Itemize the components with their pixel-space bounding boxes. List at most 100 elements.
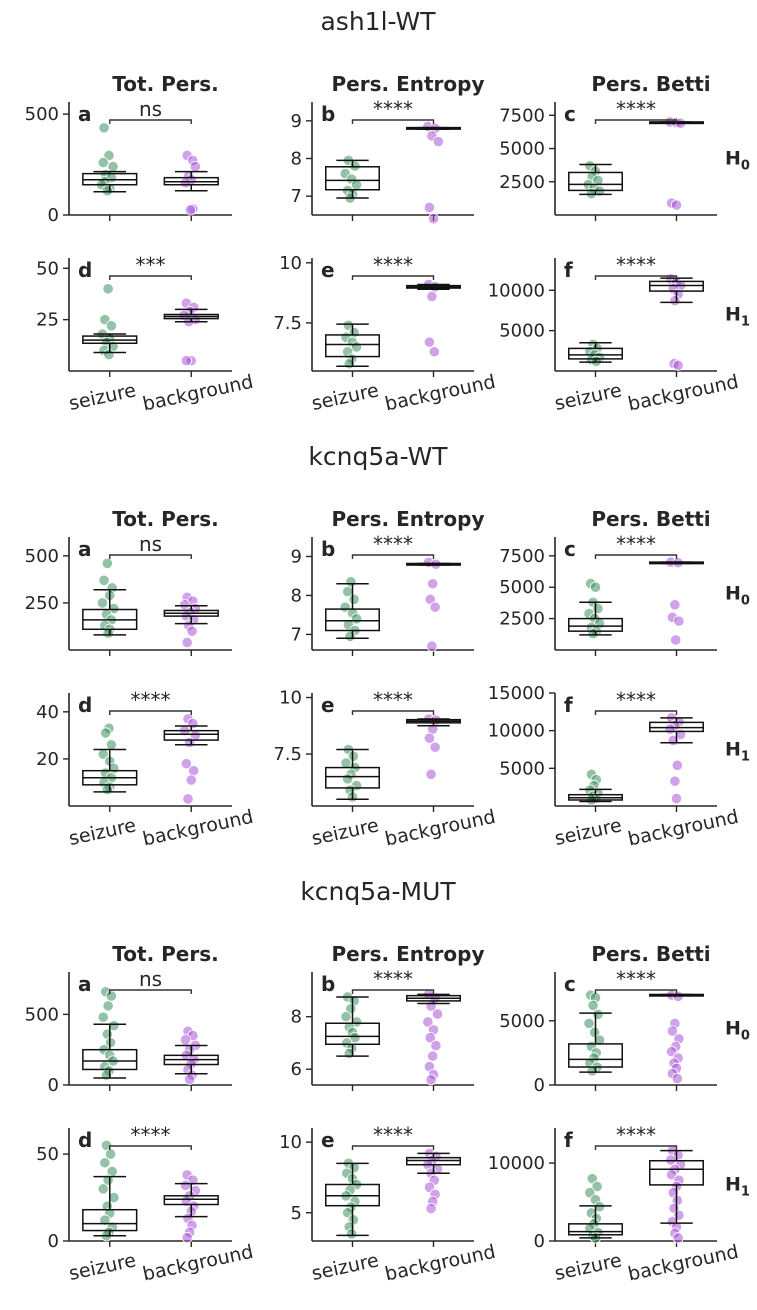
background-point	[431, 1008, 444, 1020]
background-point	[179, 177, 192, 189]
x-category-label: seizure	[553, 379, 624, 415]
significance-bracket	[351, 989, 435, 994]
significance-label: ***	[136, 253, 166, 277]
column-title: Pers. Betti	[591, 72, 710, 96]
y-tick-label: 8	[291, 149, 302, 170]
significance-bracket	[594, 119, 678, 124]
row-label: H0	[725, 1018, 750, 1044]
x-category-label: seizure	[553, 814, 624, 850]
y-tick-label: 7	[291, 186, 302, 207]
seizure-point	[102, 283, 114, 295]
panel-c: 2500 5000 7500 **** c	[499, 97, 717, 221]
column-title: Tot. Pers.	[112, 72, 218, 96]
significance-label: ****	[616, 97, 656, 121]
background-point	[423, 201, 436, 214]
row-label-sub: 1	[741, 315, 750, 330]
y-tick-label: 2500	[499, 609, 545, 630]
panel-e: 7.5 10 **** e seizure background	[273, 688, 497, 851]
significance-label: ****	[616, 532, 656, 556]
significance-bracket	[594, 554, 678, 559]
panel-d: 0 50 **** d seizure background	[36, 1123, 255, 1286]
seizure-point	[350, 179, 363, 191]
group-title: kcnq5a-MUT	[300, 877, 456, 906]
panel-e: 7.5 10 **** e seizure background	[273, 253, 497, 416]
y-tick-label: 10000	[488, 280, 545, 301]
significance-bracket	[109, 1145, 192, 1150]
seizure-point	[349, 1032, 361, 1044]
background-point	[670, 199, 683, 211]
background-point	[179, 1034, 192, 1046]
x-category-label: background	[626, 1241, 741, 1286]
significance-label: ****	[373, 967, 413, 991]
panel-a: 0 500 ns a	[25, 967, 232, 1096]
y-tick-label: 5000	[499, 139, 545, 160]
column-title: Tot. Pers.	[112, 942, 218, 966]
panel-letter: b	[321, 537, 335, 561]
seizure-point	[96, 597, 109, 609]
significance-bracket	[351, 275, 435, 280]
background-point	[423, 732, 436, 744]
x-category-label: background	[383, 371, 498, 416]
background-point	[427, 1050, 439, 1062]
seizure-point	[98, 574, 110, 586]
significance-label: ns	[139, 97, 162, 121]
panel-letter: a	[78, 972, 92, 996]
background-point	[180, 758, 192, 770]
significance-bracket	[109, 989, 192, 994]
background-point	[184, 204, 197, 216]
seizure-point	[108, 602, 120, 615]
y-tick-label: 7500	[499, 546, 545, 567]
panel-c: 2500 5000 7500 **** c	[499, 532, 717, 656]
background-point	[672, 1232, 684, 1244]
background-point	[672, 359, 684, 371]
y-tick-label: 500	[25, 104, 59, 125]
panel-letter: e	[321, 258, 335, 282]
group-ash1l-WT: ash1l-WT Tot. Pers. Pers. Entropy Pers. Bet…	[25, 7, 750, 416]
seizure-point	[348, 593, 360, 605]
x-category-label: background	[383, 1241, 498, 1286]
row-label-main: H	[725, 739, 741, 761]
y-tick-label: 50	[36, 258, 59, 279]
seizure-point	[97, 1183, 109, 1195]
row-label-sub: 0	[741, 1029, 750, 1044]
background-point	[188, 765, 200, 777]
seizure-point	[349, 160, 361, 172]
background-point	[428, 346, 440, 358]
y-tick-label: 10	[279, 1132, 302, 1153]
panel-a: 250 500 ns a	[25, 532, 232, 656]
column-title: Pers. Betti	[591, 507, 710, 531]
column-title: Pers. Entropy	[332, 72, 485, 96]
y-tick-label: 10	[279, 688, 302, 709]
y-tick-label: 40	[36, 702, 59, 723]
panel-f: 5000 10000 **** f seizure background	[488, 253, 741, 416]
y-tick-label: 7500	[499, 105, 545, 126]
background-point	[424, 1032, 436, 1044]
background-point	[664, 723, 676, 735]
seizure-box	[325, 1022, 380, 1046]
background-point	[425, 1074, 437, 1086]
group-kcnq5a-WT: kcnq5a-WT Tot. Pers. Pers. Entropy Pers. Be…	[25, 442, 750, 851]
seizure-point	[587, 999, 599, 1011]
y-tick-label: 10	[279, 253, 302, 274]
panel-letter: f	[564, 1128, 573, 1152]
row-label-main: H	[725, 148, 741, 170]
seizure-point	[108, 1191, 120, 1204]
significance-bracket	[351, 1145, 435, 1150]
y-tick-label: 0	[534, 1231, 545, 1252]
seizure-point	[347, 750, 359, 762]
background-point	[184, 1073, 196, 1085]
y-tick-label: 5	[291, 1203, 302, 1224]
panel-letter: f	[564, 693, 573, 717]
significance-bracket	[109, 710, 192, 715]
significance-bracket	[109, 275, 192, 280]
background-point	[670, 634, 682, 646]
background-point	[670, 792, 683, 805]
background-point	[665, 1154, 677, 1166]
seizure-point	[97, 1011, 109, 1023]
significance-label: ns	[139, 967, 162, 991]
background-point	[432, 135, 444, 148]
seizure-point	[102, 1000, 114, 1012]
seizure-box	[325, 766, 380, 789]
row-label: H1	[725, 739, 750, 765]
